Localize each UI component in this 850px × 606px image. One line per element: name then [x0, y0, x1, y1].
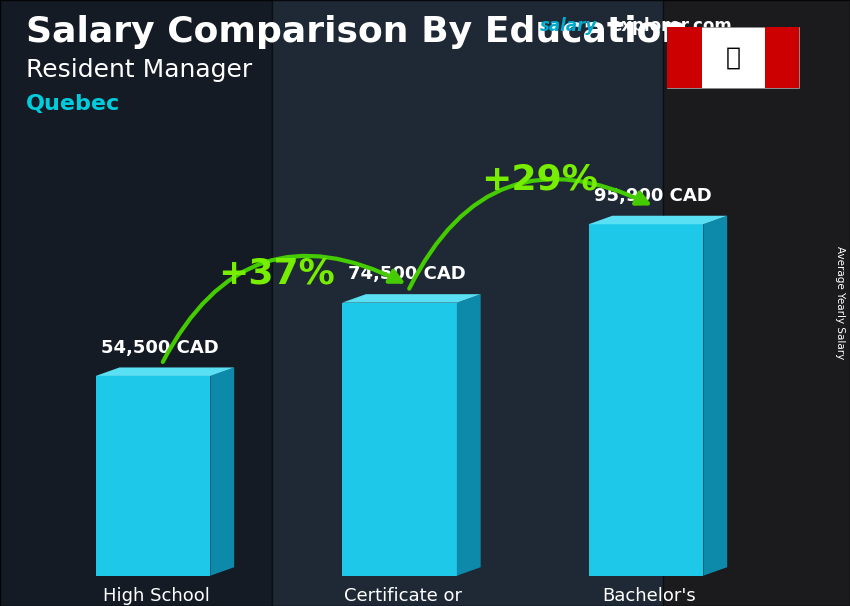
Text: salary: salary: [540, 17, 597, 35]
Text: explorer.com: explorer.com: [610, 17, 732, 35]
Text: +37%: +37%: [218, 256, 335, 290]
Text: +29%: +29%: [481, 162, 598, 196]
Bar: [765, 27, 799, 88]
FancyBboxPatch shape: [0, 0, 272, 606]
Text: 54,500 CAD: 54,500 CAD: [101, 339, 219, 356]
Polygon shape: [342, 294, 481, 302]
Polygon shape: [703, 216, 727, 576]
Text: High School: High School: [103, 587, 210, 605]
Polygon shape: [95, 376, 210, 576]
Bar: [667, 27, 701, 88]
Bar: [667, 27, 799, 88]
Text: Quebec: Quebec: [26, 94, 120, 114]
Polygon shape: [588, 216, 727, 224]
FancyArrowPatch shape: [409, 179, 648, 288]
Polygon shape: [457, 294, 481, 576]
Text: 74,500 CAD: 74,500 CAD: [348, 265, 466, 283]
Polygon shape: [210, 367, 234, 576]
Text: 🍁: 🍁: [726, 45, 740, 70]
Text: Resident Manager: Resident Manager: [26, 58, 252, 82]
FancyBboxPatch shape: [663, 0, 850, 606]
Text: Salary Comparison By Education: Salary Comparison By Education: [26, 15, 687, 49]
Text: Average Yearly Salary: Average Yearly Salary: [835, 247, 845, 359]
Polygon shape: [588, 224, 703, 576]
Text: Certificate or
Diploma: Certificate or Diploma: [344, 587, 462, 606]
Polygon shape: [95, 367, 234, 376]
FancyArrowPatch shape: [163, 256, 401, 362]
Polygon shape: [342, 302, 457, 576]
Text: Bachelor's
Degree: Bachelor's Degree: [603, 587, 696, 606]
Text: 95,900 CAD: 95,900 CAD: [594, 187, 712, 205]
FancyBboxPatch shape: [272, 0, 663, 606]
